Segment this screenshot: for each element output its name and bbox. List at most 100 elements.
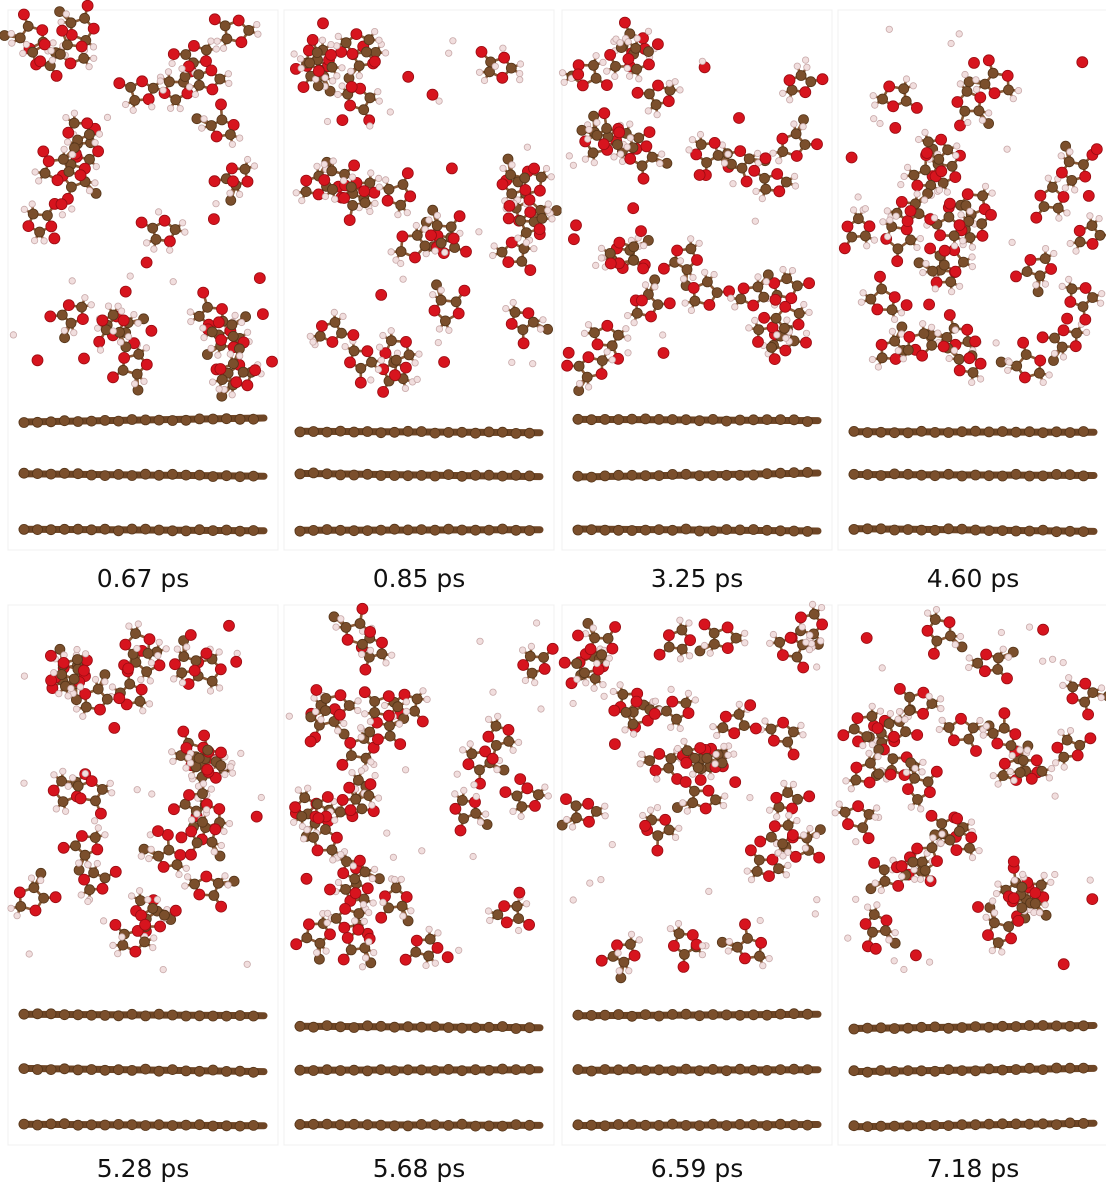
graphene-atom — [998, 526, 1008, 536]
hydrogen-atom — [442, 249, 448, 255]
hydrogen-atom — [787, 97, 793, 103]
oxygen-atom — [267, 356, 278, 367]
hydrogen-atom — [342, 343, 348, 349]
carbon-atom — [335, 807, 345, 817]
oxygen-atom — [788, 749, 799, 760]
graphene-atom — [471, 525, 481, 535]
oxygen-atom — [1080, 314, 1091, 325]
graphene-atom — [708, 1010, 718, 1020]
oxygen-atom — [585, 644, 596, 655]
hydrogen-atom — [244, 961, 250, 967]
hydrogen-atom — [790, 781, 796, 787]
carbon-atom — [927, 843, 937, 853]
hydrogen-atom — [207, 688, 213, 694]
hydrogen-atom — [611, 154, 617, 160]
oxygen-atom — [351, 29, 362, 40]
hydrogen-atom — [234, 650, 240, 656]
graphene-atom — [762, 525, 772, 535]
oxygen-atom — [888, 101, 899, 112]
hydrogen-atom — [362, 711, 368, 717]
graphene-atom — [525, 1120, 535, 1130]
oxygen-atom — [383, 691, 394, 702]
carbon-atom — [100, 873, 110, 883]
hydrogen-atom — [1011, 877, 1017, 883]
oxygen-atom — [1058, 191, 1069, 202]
oxygen-atom — [769, 821, 780, 832]
carbon-atom — [360, 198, 370, 208]
oxygen-atom — [94, 336, 105, 347]
carbon-atom — [934, 154, 944, 164]
oxygen-atom — [86, 776, 97, 787]
carbon-atom — [192, 114, 202, 124]
oxygen-atom — [312, 845, 323, 856]
oxygen-atom — [298, 82, 309, 93]
graphene-atom — [349, 1023, 359, 1033]
carbon-atom — [946, 631, 956, 641]
oxygen-atom — [989, 88, 1000, 99]
oxygen-atom — [912, 843, 923, 854]
hydrogen-atom — [977, 717, 983, 723]
carbon-atom — [301, 187, 311, 197]
oxygen-atom — [660, 814, 671, 825]
graphene-atom — [363, 1021, 373, 1031]
graphene-atom — [19, 1119, 29, 1129]
hydrogen-atom — [791, 121, 797, 127]
graphene-atom — [984, 471, 994, 481]
hydrogen-atom — [28, 875, 34, 881]
hydrogen-atom — [755, 274, 761, 280]
graphene-atom — [141, 524, 151, 534]
hydrogen-atom — [335, 879, 341, 885]
hydrogen-atom — [530, 361, 536, 367]
oxygen-atom — [699, 619, 710, 630]
hydrogen-atom — [903, 769, 909, 775]
hydrogen-atom — [41, 238, 47, 244]
graphene-atom — [525, 1064, 535, 1074]
oxygen-atom — [951, 845, 962, 856]
hydrogen-atom — [78, 892, 84, 898]
graphene-atom — [390, 1066, 400, 1076]
graphene-atom — [168, 1065, 178, 1075]
snapshot-panel — [0, 0, 278, 550]
oxygen-atom — [629, 950, 640, 961]
hydrogen-atom — [807, 825, 813, 831]
graphene-atom — [403, 1022, 413, 1032]
graphene-atom — [735, 525, 745, 535]
carbon-atom — [491, 740, 501, 750]
carbon-atom — [858, 823, 868, 833]
carbon-atom — [337, 328, 347, 338]
carbon-atom — [865, 758, 875, 768]
graphene-atom — [73, 1120, 83, 1130]
carbon-atom — [613, 330, 623, 340]
graphene-atom — [349, 1065, 359, 1075]
hydrogen-atom — [229, 770, 235, 776]
oxygen-atom — [745, 700, 756, 711]
hydrogen-atom — [711, 271, 717, 277]
hydrogen-atom — [677, 725, 683, 731]
hydrogen-atom — [677, 87, 683, 93]
oxygen-atom — [881, 915, 892, 926]
graphene-atom — [33, 469, 43, 479]
carbon-atom — [350, 874, 360, 884]
graphene-atom — [73, 1065, 83, 1075]
graphene-atom — [141, 415, 151, 425]
graphene-atom — [457, 1066, 467, 1076]
graphene-atom — [309, 468, 319, 478]
hydrogen-atom — [350, 863, 356, 869]
graphene-atom — [100, 471, 110, 481]
hydrogen-atom — [696, 240, 702, 246]
hydrogen-atom — [515, 927, 521, 933]
graphene-atom — [749, 470, 759, 480]
graphene-atom — [627, 1120, 637, 1130]
hydrogen-atom — [537, 326, 543, 332]
graphene-atom — [60, 1010, 70, 1020]
hydrogen-atom — [372, 772, 378, 778]
oxygen-atom — [750, 723, 761, 734]
hydrogen-atom — [146, 855, 152, 861]
hydrogen-atom — [794, 63, 800, 69]
hydrogen-atom — [1058, 729, 1064, 735]
graphene-atom — [708, 414, 718, 424]
oxygen-atom — [251, 811, 262, 822]
hydrogen-atom — [616, 968, 622, 974]
carbon-atom — [217, 375, 227, 385]
carbon-atom — [234, 344, 244, 354]
